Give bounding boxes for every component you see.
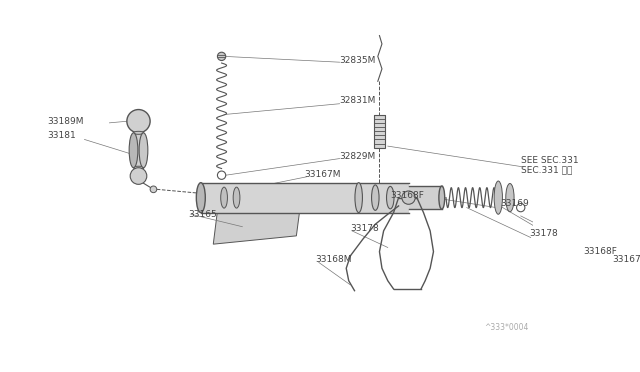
Text: 33168F: 33168F bbox=[583, 247, 617, 256]
Text: 33178: 33178 bbox=[529, 229, 558, 238]
Circle shape bbox=[130, 168, 147, 185]
Ellipse shape bbox=[233, 187, 240, 208]
Ellipse shape bbox=[387, 186, 394, 209]
Ellipse shape bbox=[139, 133, 148, 168]
Text: 33189M: 33189M bbox=[47, 117, 84, 126]
Ellipse shape bbox=[196, 183, 205, 212]
Bar bbox=[374, 115, 385, 148]
Ellipse shape bbox=[439, 186, 445, 209]
Bar bbox=[134, 133, 143, 168]
Text: 32829M: 32829M bbox=[340, 151, 376, 161]
Text: 33168M: 33168M bbox=[316, 256, 352, 264]
Circle shape bbox=[218, 52, 226, 61]
Ellipse shape bbox=[134, 131, 143, 134]
Text: ^333*0004: ^333*0004 bbox=[484, 323, 529, 332]
Ellipse shape bbox=[372, 185, 379, 210]
Text: 33167F: 33167F bbox=[612, 256, 640, 264]
Polygon shape bbox=[213, 204, 301, 244]
Ellipse shape bbox=[494, 181, 502, 214]
Bar bbox=[201, 183, 408, 212]
Ellipse shape bbox=[129, 133, 138, 168]
Ellipse shape bbox=[506, 183, 514, 212]
Text: SEC.331 参照: SEC.331 参照 bbox=[521, 166, 572, 175]
Ellipse shape bbox=[134, 166, 143, 169]
Text: 32835M: 32835M bbox=[340, 56, 376, 65]
Circle shape bbox=[127, 110, 150, 133]
Text: 33169: 33169 bbox=[500, 199, 529, 208]
Bar bbox=[408, 186, 442, 209]
Ellipse shape bbox=[221, 187, 227, 208]
Circle shape bbox=[150, 186, 157, 193]
Text: 33181: 33181 bbox=[47, 131, 76, 140]
Text: SEE SEC.331: SEE SEC.331 bbox=[521, 156, 579, 165]
Text: 33178: 33178 bbox=[350, 224, 379, 233]
Text: 32831M: 32831M bbox=[340, 96, 376, 105]
Text: 33167M: 33167M bbox=[305, 170, 341, 179]
Text: 33165: 33165 bbox=[188, 210, 217, 219]
Circle shape bbox=[402, 191, 415, 204]
Ellipse shape bbox=[355, 183, 362, 212]
Text: 33168F: 33168F bbox=[390, 192, 424, 201]
